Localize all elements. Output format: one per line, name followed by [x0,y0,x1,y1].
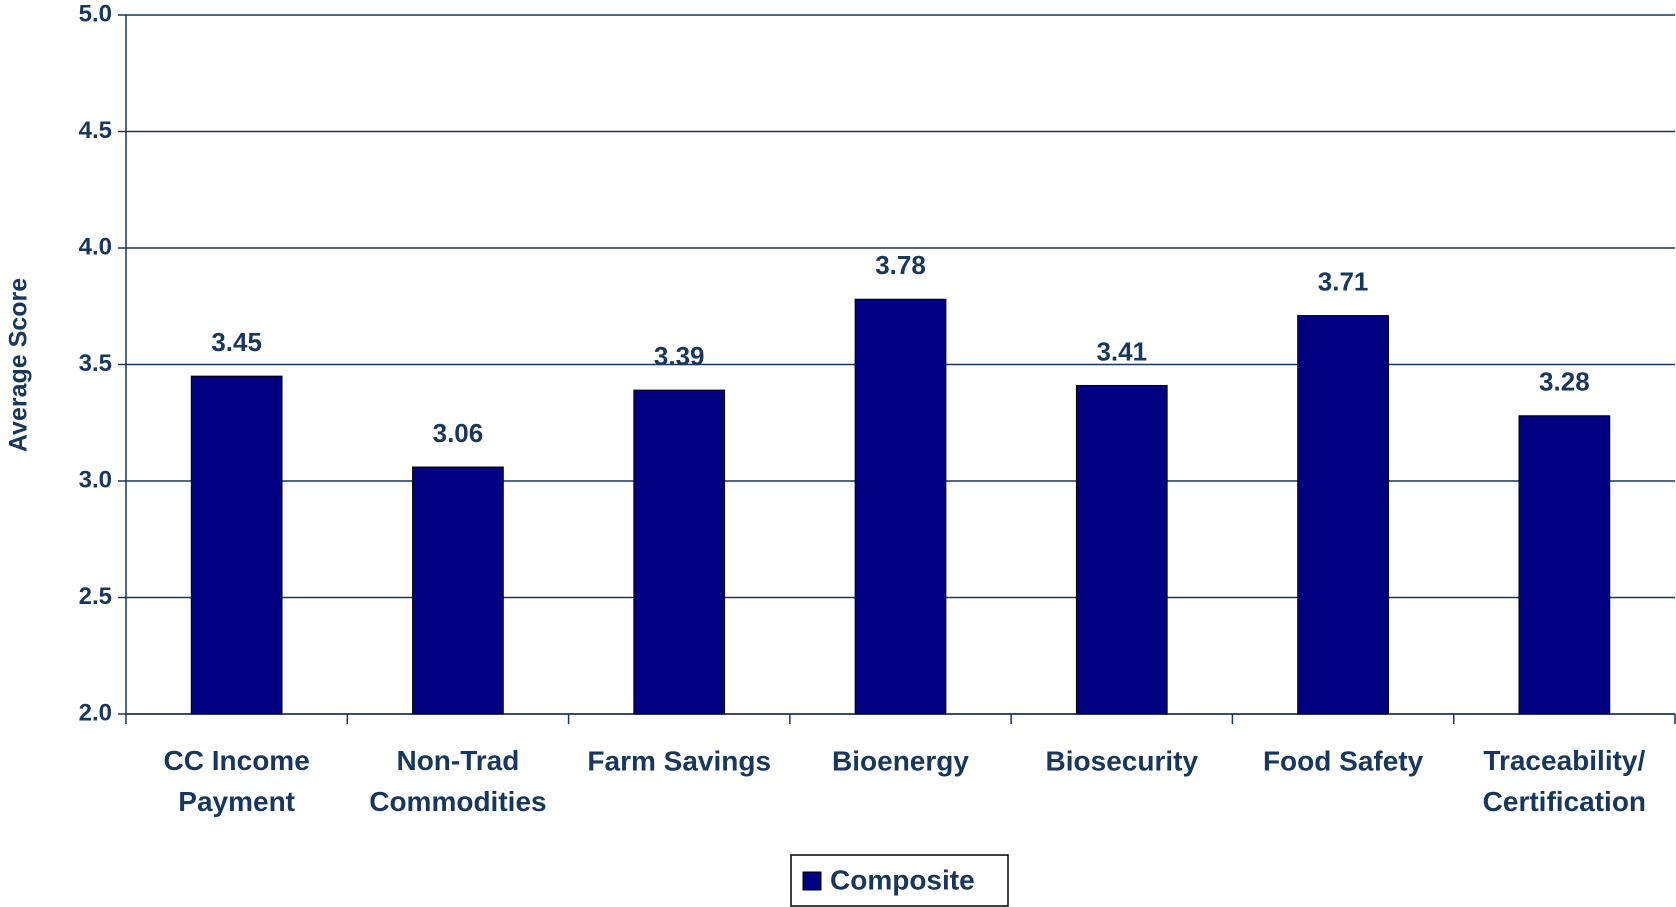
y-tick-label: 2.5 [79,583,112,610]
bar [1518,415,1611,715]
value-label: 3.78 [875,250,926,280]
x-tick-label: CC Income Payment [164,745,310,817]
value-label: 3.06 [433,418,484,448]
legend-box [790,854,1009,907]
x-tick-label: Bioenergy [832,745,969,776]
bar [412,466,504,715]
y-tick-label: 4.5 [79,117,112,144]
y-tick-label: 3.0 [79,466,112,493]
x-tick-label: Non-Trad Commodities [369,745,546,817]
y-tick-label: 3.5 [79,350,112,377]
x-tick-label: Biosecurity [1046,745,1199,776]
x-tick-label: Food Safety [1263,745,1424,776]
y-tick-label: 4.0 [79,233,112,260]
value-label: 3.45 [211,327,262,357]
bar [854,298,947,715]
bar [190,375,283,715]
legend-label: Composite [830,864,975,895]
bar [1297,315,1389,715]
y-axis-title: Average Score [5,278,33,452]
bar [633,389,726,715]
value-label: 3.28 [1539,367,1590,397]
value-label: 3.41 [1096,336,1147,366]
bar [1075,384,1168,715]
x-tick-label: Traceability/Certification [1483,745,1646,817]
value-label: 3.39 [654,341,705,371]
y-tick-label: 2.0 [79,699,112,726]
value-label: 3.71 [1318,266,1369,296]
y-tick-label: 5.0 [79,0,112,27]
legend-swatch [802,871,822,891]
x-tick-label: Farm Savings [587,745,771,776]
